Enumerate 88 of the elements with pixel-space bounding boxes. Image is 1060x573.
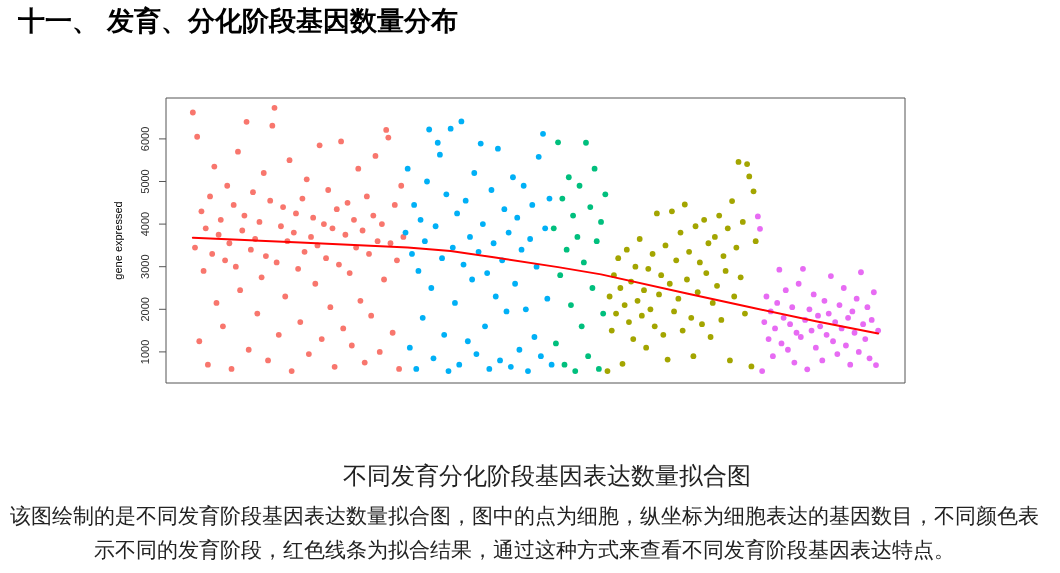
point <box>769 353 776 360</box>
text: 不同发育分化阶段基因表达数量拟合图 <box>341 461 752 491</box>
point <box>864 304 871 311</box>
y-axis-title: gene expressed <box>112 201 124 280</box>
point <box>797 334 804 340</box>
point <box>759 368 766 374</box>
point <box>868 317 875 323</box>
point <box>836 302 843 308</box>
point <box>574 233 581 240</box>
point <box>800 265 806 272</box>
y-tick-label: 1000 <box>139 339 151 365</box>
point <box>793 329 800 336</box>
point <box>866 355 873 362</box>
point <box>787 321 793 328</box>
point <box>806 306 813 313</box>
point <box>555 139 561 146</box>
point <box>810 291 817 298</box>
point <box>585 353 592 360</box>
point <box>580 259 587 266</box>
point <box>553 340 559 347</box>
y-tick-label: 3000 <box>139 254 151 279</box>
point <box>849 308 856 315</box>
y-tick-label: 2000 <box>139 297 151 322</box>
point <box>576 182 583 189</box>
point <box>815 312 821 319</box>
point <box>860 321 867 328</box>
point <box>587 204 594 210</box>
point <box>578 323 585 330</box>
point <box>550 225 557 232</box>
point <box>765 336 772 343</box>
point <box>851 329 858 336</box>
point <box>855 349 862 355</box>
point <box>845 314 851 321</box>
point <box>780 314 787 321</box>
point <box>774 300 781 306</box>
point <box>757 225 763 232</box>
point <box>870 289 877 296</box>
point <box>823 331 830 338</box>
y-tick-label: 6000 <box>139 126 151 152</box>
point <box>763 293 770 300</box>
chart-title: 十一、 发育、分化阶段基因数量分布 <box>18 5 458 38</box>
text: 该图绘制的是不同发育阶段基因表达数量拟合图，图中的点为细胞，纵坐标为细胞表达的基因数目，不同颜色表示不同的发育阶段，红色线条为拟合结果，通过这种方式来查看不同发育阶段基因表达特点。 <box>9 503 1040 563</box>
y-tick-label: 5000 <box>139 169 151 194</box>
point <box>563 246 570 253</box>
point <box>873 362 879 369</box>
point <box>557 272 564 279</box>
point <box>832 319 839 325</box>
point <box>598 219 604 225</box>
point <box>862 336 869 343</box>
point <box>600 310 607 317</box>
point <box>572 368 579 374</box>
point <box>840 285 847 291</box>
point <box>602 191 609 198</box>
point <box>825 310 832 317</box>
point <box>589 285 596 291</box>
point <box>847 361 854 368</box>
point <box>819 357 826 364</box>
point <box>789 304 796 311</box>
point <box>812 344 819 351</box>
point <box>853 295 860 302</box>
point <box>595 366 602 372</box>
point <box>754 213 761 220</box>
point <box>808 327 815 334</box>
point <box>583 139 589 146</box>
point <box>570 212 576 219</box>
point <box>827 273 834 279</box>
point <box>791 359 798 366</box>
point <box>843 342 849 349</box>
point <box>593 238 600 245</box>
point <box>830 338 836 345</box>
y-tick-label: 4000 <box>139 211 151 237</box>
point <box>785 346 791 353</box>
point <box>821 297 828 304</box>
point <box>591 165 598 172</box>
point <box>776 266 783 273</box>
point <box>858 269 864 276</box>
point <box>561 361 568 368</box>
point <box>568 302 574 308</box>
point <box>817 323 824 330</box>
point <box>804 366 811 373</box>
point <box>778 340 785 347</box>
point <box>834 351 841 357</box>
point <box>761 319 768 325</box>
point <box>559 195 566 202</box>
point <box>782 287 789 294</box>
point <box>772 325 778 332</box>
point <box>565 174 572 181</box>
point <box>795 280 802 287</box>
